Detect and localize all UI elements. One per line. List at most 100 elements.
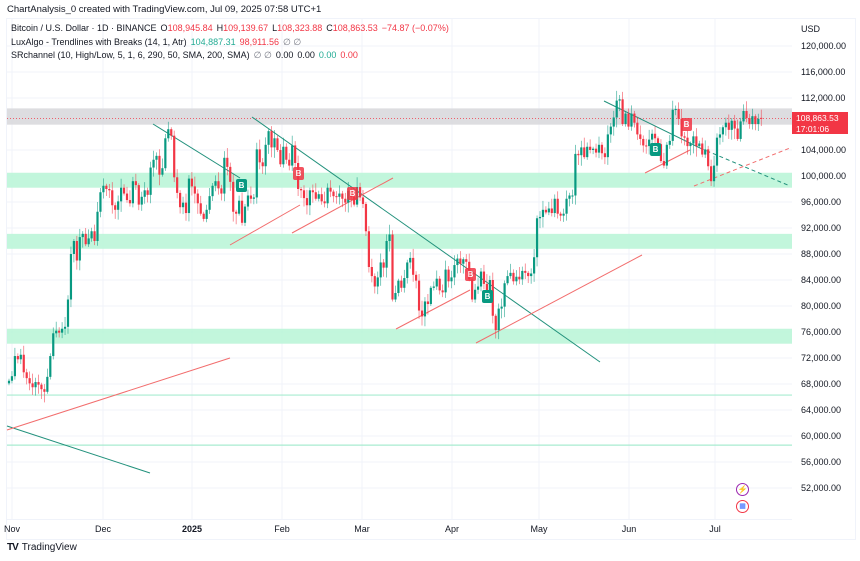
candle-body [524,270,527,273]
us-flag-event-icon[interactable]: ▦ [736,500,749,513]
candle-body [435,278,438,287]
candle-body [597,144,601,153]
candle-body [648,139,651,147]
candle-body [621,99,624,124]
candle-body [474,289,477,300]
candle-body [412,257,415,275]
candle-body [226,157,229,167]
tradingview-logo-icon: TV [7,542,19,553]
flash-event-icon[interactable]: ⚡ [736,483,749,496]
candle-body [332,191,335,197]
candle-body [479,271,483,287]
candle-body [308,190,311,206]
candle-body [131,181,134,204]
candle-body [400,280,403,288]
price-tick-label: 64,000.00 [801,405,842,415]
candle-body [471,279,474,300]
candle-body [341,193,344,199]
candle-body [533,257,536,274]
candle-body [583,147,586,158]
candle-body [28,378,31,384]
candle-body [562,213,565,216]
currency-label: USD [801,24,821,34]
candle-body [217,181,220,189]
resistance-trendline [251,116,601,363]
time-axis[interactable]: Nov Dec 2025 Feb Mar Apr May Jun Jul [3,519,792,538]
price-tick-label: 80,000.00 [801,301,842,311]
candle-body [161,168,164,175]
candle-body [447,269,450,282]
high-label: H [216,23,224,33]
candle-body [199,203,202,214]
time-tick-label: Jul [709,524,721,534]
time-tick-label: 2025 [181,524,203,534]
candle-body [530,273,533,277]
candle-body [267,131,270,145]
candle-body [108,189,111,191]
price-tick-label: 96,000.00 [801,197,842,207]
candle-body [683,136,686,138]
time-tick-label: Nov [3,524,21,534]
candle-body [760,117,763,119]
candle-body [190,178,193,187]
candle-body [730,120,733,130]
candle-body [748,118,751,124]
candle-body [193,186,196,194]
candle-body [701,143,704,155]
price-tick-label: 52,000.00 [801,483,842,493]
resistance-trendline [6,425,151,474]
legend: Bitcoin / U.S. Dollar · 1D · BINANCE O10… [11,22,449,63]
candle-body [96,211,99,241]
candle-body [63,326,67,329]
candle-body [742,111,745,122]
candle-body [122,187,126,194]
indicator-value: 0.00 [318,50,337,60]
legend-indicator-srchannel[interactable]: SRchannel (10, High/Low, 5, 1, 6, 290, 5… [11,49,449,63]
last-price-value: 108,863.53 [796,113,839,123]
candle-body [415,274,418,281]
candle-body [128,200,132,204]
candle-body [173,135,176,178]
candle-body [294,145,297,163]
footer-brand[interactable]: TV TradingView [7,542,77,553]
candle-body [367,231,370,267]
candle-body [603,153,606,158]
time-tick-label: Apr [444,524,460,534]
candle-body [55,330,58,334]
candle-body [754,116,757,124]
candle-body [170,129,173,136]
support-trendline [475,254,643,344]
low-value: 108,323.88 [277,23,323,33]
candle-body [544,209,547,213]
bearish-break-badge: B [347,187,358,200]
candle-body [423,301,427,317]
price-scale[interactable]: 120,000.00 116,000.00 112,000.00 104,000.00… [792,18,854,519]
candle-body [707,149,710,167]
candle-body [25,372,28,379]
sr-zone [7,233,792,249]
candle-body [235,211,238,214]
candle-body [715,137,719,166]
candle-body [704,149,707,155]
bar-countdown: 17:01:06 [796,123,830,134]
candle-body [518,276,521,280]
legend-symbol-row[interactable]: Bitcoin / U.S. Dollar · 1D · BINANCE O10… [11,22,449,36]
legend-indicator-luxalgo[interactable]: LuxAlgo - Trendlines with Breaks (14, 1,… [11,36,449,50]
change-value: −74.87 (−0.07%) [381,23,449,33]
sr-zone [7,328,792,344]
candle-body [535,218,539,258]
candle-body [668,140,671,145]
candle-body [494,315,497,331]
candle-body [232,181,235,212]
candle-body [515,276,518,282]
price-tick-label: 60,000.00 [801,431,842,441]
candle-body [311,190,314,193]
candle-body [606,134,609,158]
candle-body [580,147,583,156]
indicator-value: 0.00 [340,50,358,60]
candle-body [320,194,323,202]
time-tick-label: Dec [94,524,112,534]
candle-body [87,238,90,245]
candle-body [456,258,459,266]
